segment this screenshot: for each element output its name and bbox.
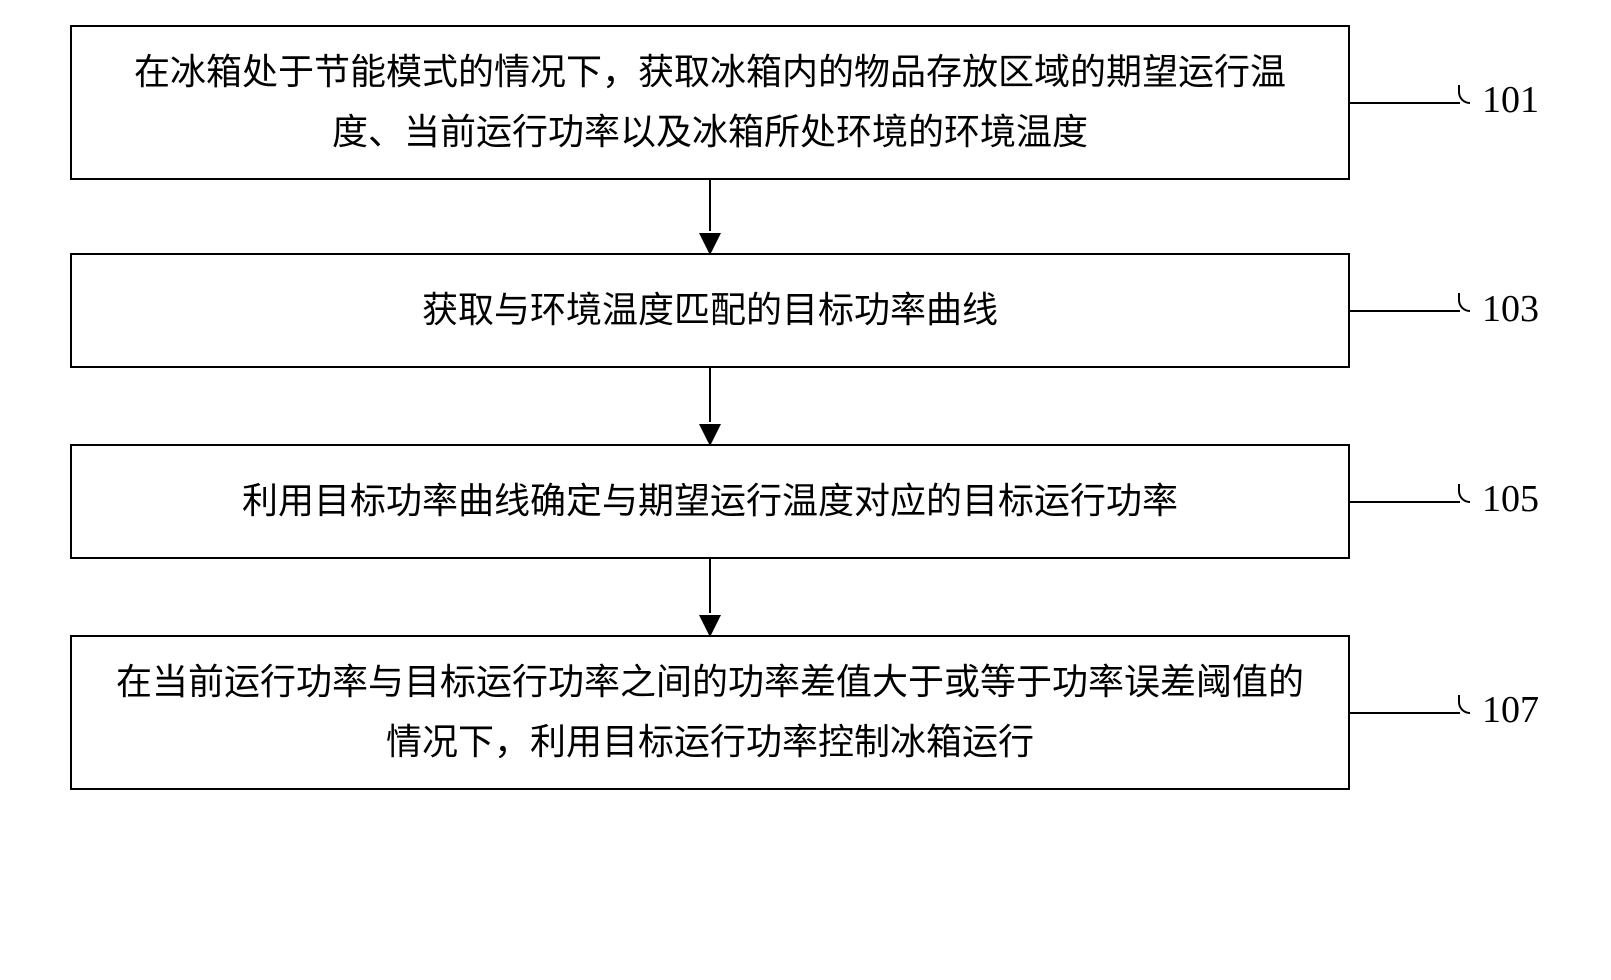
step-label: 103 bbox=[1482, 287, 1539, 331]
arrow-head-icon bbox=[699, 615, 721, 637]
step-text: 在当前运行功率与目标运行功率之间的功率差值大于或等于功率误差阈值的情况下，利用目… bbox=[72, 643, 1348, 782]
arrow-head-icon bbox=[699, 233, 721, 255]
flowchart-arrow bbox=[70, 559, 1350, 635]
flowchart-arrow bbox=[70, 368, 1350, 444]
flowchart-step-101: 在冰箱处于节能模式的情况下，获取冰箱内的物品存放区域的期望运行温度、当前运行功率… bbox=[70, 25, 1350, 180]
label-connector bbox=[1350, 310, 1460, 312]
flowchart-step-107: 在当前运行功率与目标运行功率之间的功率差值大于或等于功率误差阈值的情况下，利用目… bbox=[70, 635, 1350, 790]
flowchart-arrow bbox=[70, 180, 1350, 253]
arrow-line bbox=[709, 559, 711, 613]
step-text: 在冰箱处于节能模式的情况下，获取冰箱内的物品存放区域的期望运行温度、当前运行功率… bbox=[72, 33, 1348, 172]
step-label: 101 bbox=[1482, 78, 1539, 122]
arrow-head-icon bbox=[699, 424, 721, 446]
label-connector bbox=[1350, 712, 1460, 714]
arrow-line bbox=[709, 368, 711, 422]
label-connector bbox=[1350, 501, 1460, 503]
flowchart-step-103: 获取与环境温度匹配的目标功率曲线 bbox=[70, 253, 1350, 368]
step-text: 获取与环境温度匹配的目标功率曲线 bbox=[382, 271, 1038, 350]
flowchart-step-105: 利用目标功率曲线确定与期望运行温度对应的目标运行功率 bbox=[70, 444, 1350, 559]
step-label: 105 bbox=[1482, 477, 1539, 521]
flowchart-container: 在冰箱处于节能模式的情况下，获取冰箱内的物品存放区域的期望运行温度、当前运行功率… bbox=[70, 25, 1540, 790]
arrow-line bbox=[709, 180, 711, 231]
label-connector bbox=[1350, 102, 1460, 104]
step-text: 利用目标功率曲线确定与期望运行温度对应的目标运行功率 bbox=[202, 462, 1218, 541]
step-label: 107 bbox=[1482, 688, 1539, 732]
